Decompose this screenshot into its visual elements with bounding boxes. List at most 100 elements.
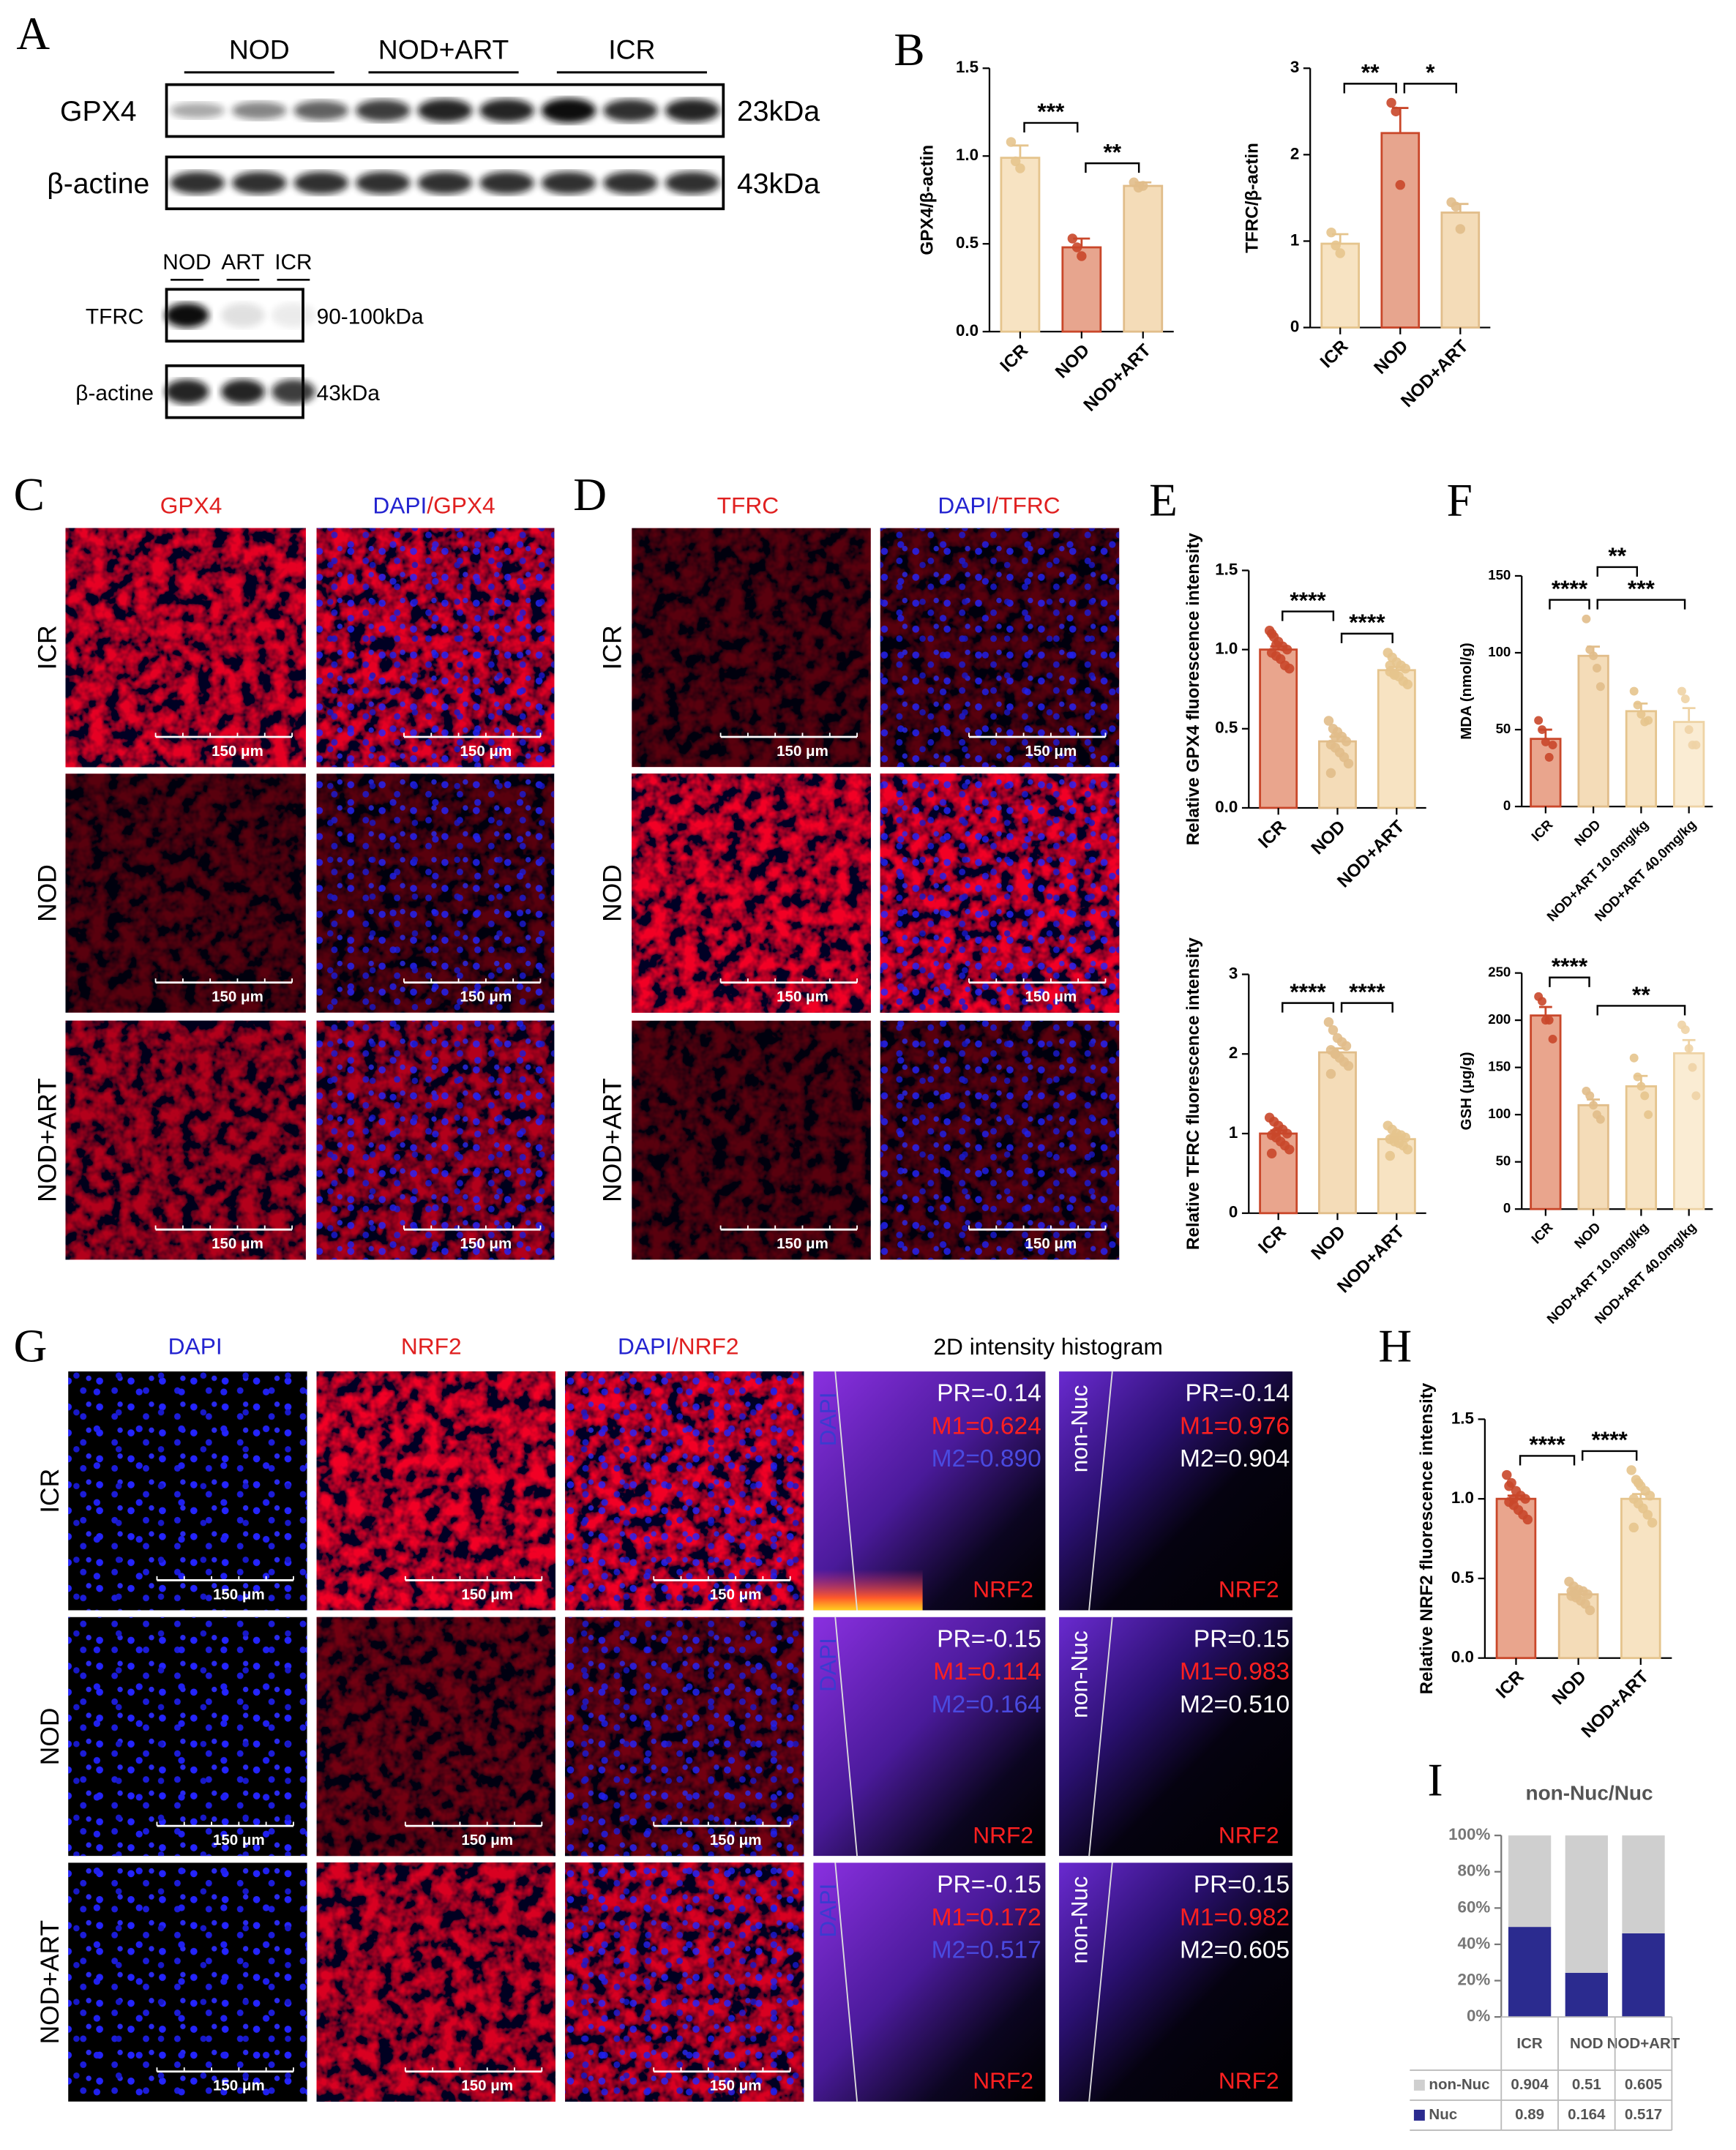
- data-point: [1677, 686, 1686, 696]
- data-point: [1325, 1068, 1336, 1079]
- bar: [1530, 1014, 1562, 1210]
- data-point: [1071, 242, 1082, 252]
- scale-bar-label: 150 μm: [710, 2078, 762, 2094]
- data-point: [1636, 1082, 1646, 1091]
- header-part: NRF2: [401, 1333, 462, 1360]
- row-label: NOD: [32, 864, 61, 922]
- scale-bar-label: 150 μm: [777, 989, 828, 1005]
- histogram-axis-label: non-Nuc: [1066, 1630, 1092, 1718]
- bar: [1123, 184, 1164, 333]
- blot-band: [221, 303, 265, 328]
- micrograph-red: [632, 774, 871, 1013]
- data-point: [1541, 737, 1550, 746]
- intensity-histogram: [1059, 1617, 1292, 1857]
- data-point: [1400, 663, 1411, 674]
- header-part: GPX4: [160, 492, 222, 519]
- x-tick-label: ICR: [1528, 817, 1556, 844]
- blot-band: [356, 171, 411, 195]
- y-axis-label: Relative GPX4 fluorescence intensity: [1183, 533, 1203, 845]
- micrograph-red: [632, 1020, 871, 1260]
- histogram-axis-label: NRF2: [973, 1821, 1033, 1848]
- significance-label: **: [1361, 59, 1380, 86]
- histogram-axis-label: DAPI: [815, 1638, 841, 1692]
- x-tick-label: ICR: [1492, 1667, 1528, 1703]
- row-label: ICR: [32, 625, 61, 670]
- micrograph-red: [65, 1020, 306, 1260]
- bar-segment: [1508, 1927, 1552, 2018]
- scale-bar-label: 150 μm: [710, 1832, 762, 1849]
- blot-band: [479, 99, 534, 122]
- y-tick-label: 1.5: [956, 58, 979, 76]
- data-point: [1386, 97, 1396, 108]
- bar: [1259, 648, 1298, 809]
- significance-label: *: [1426, 59, 1435, 86]
- bar: [1061, 246, 1102, 333]
- significance-bracket: [1282, 610, 1335, 621]
- bar-segment: [1565, 1972, 1608, 2018]
- y-axis-label: Relative TFRC fluorescence intensity: [1183, 937, 1203, 1250]
- scale-bar-label: 150 μm: [461, 2078, 513, 2094]
- data-point: [1389, 1132, 1399, 1143]
- y-tick-label: 150: [1488, 1059, 1511, 1074]
- data-point: [1645, 1491, 1655, 1501]
- significance-bracket: [1582, 1450, 1638, 1461]
- data-point: [1548, 741, 1557, 750]
- colocalization-stat: M1=0.172: [932, 1904, 1041, 1931]
- bar: [1530, 738, 1562, 808]
- significance-bracket: [1596, 1005, 1686, 1016]
- data-point: [1335, 248, 1345, 258]
- x-tick-label: ICR: [1528, 1219, 1556, 1247]
- table-value: 0.904: [1511, 2076, 1549, 2093]
- blot-band: [293, 100, 349, 121]
- blot-band: [541, 98, 596, 123]
- data-point: [1402, 1145, 1413, 1155]
- row-label: NOD+ART: [598, 1078, 627, 1202]
- column-header: DAPI/NRF2: [618, 1333, 739, 1360]
- table-value: 0.605: [1625, 2076, 1662, 2093]
- y-tick-label: 1: [1229, 1123, 1238, 1142]
- data-point: [1571, 1589, 1582, 1600]
- data-point: [1633, 700, 1642, 710]
- header-part: /TFRC: [992, 492, 1060, 519]
- data-point: [1582, 1589, 1593, 1600]
- colocalization-stat: PR=0.15: [1194, 1625, 1290, 1652]
- bar: [1625, 1085, 1658, 1210]
- significance-label: **: [1608, 542, 1626, 569]
- micrograph-blue: [316, 528, 555, 768]
- significance-label: ****: [1552, 575, 1588, 602]
- micrograph-blue: [68, 1617, 307, 1857]
- significance-label: ****: [1349, 609, 1385, 635]
- row-label: NOD+ART: [35, 1920, 64, 2045]
- panel-letter: A: [16, 8, 50, 59]
- blot-group-label: NOD: [162, 250, 211, 274]
- significance-label: ****: [1290, 587, 1326, 613]
- significance-bracket: [1340, 1002, 1393, 1013]
- micrograph-red: [316, 1617, 555, 1857]
- colocalization-stat: M2=0.164: [932, 1691, 1041, 1718]
- scale-bar-label: 150 μm: [213, 2078, 265, 2094]
- data-point: [1538, 725, 1546, 735]
- significance-bracket: [1549, 976, 1590, 987]
- y-tick-label: 1.5: [1215, 560, 1238, 578]
- data-point: [1402, 679, 1413, 689]
- micrograph-red: [65, 528, 306, 768]
- micrograph-red: [316, 1371, 555, 1611]
- micrograph-red: [65, 774, 306, 1013]
- colocalization-stat: M2=0.517: [932, 1937, 1041, 1964]
- threshold-line: [834, 1371, 858, 1611]
- data-point: [1508, 1494, 1519, 1504]
- data-point: [1266, 629, 1277, 639]
- micrograph-blue: [68, 1862, 307, 2102]
- header-part: DAPI: [618, 1333, 672, 1360]
- bar: [1625, 710, 1658, 808]
- data-point: [1400, 1132, 1411, 1143]
- row-label: NOD: [35, 1708, 64, 1766]
- blot-band: [272, 379, 315, 404]
- header-part: DAPI: [168, 1333, 222, 1360]
- data-point: [1633, 1477, 1644, 1488]
- data-point: [1271, 640, 1282, 650]
- y-axis-label: Relative NRF2 fluorescence intensity: [1417, 1382, 1437, 1694]
- x-tick-label: NOD+ART: [1578, 1667, 1653, 1742]
- blot-band: [541, 171, 596, 195]
- significance-bracket: [1519, 1455, 1576, 1466]
